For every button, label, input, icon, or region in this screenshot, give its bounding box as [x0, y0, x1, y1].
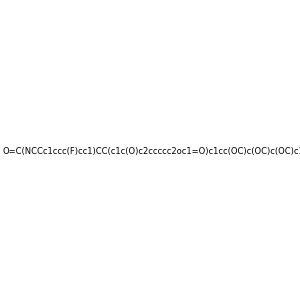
Text: O=C(NCCc1ccc(F)cc1)CC(c1c(O)c2ccccc2oc1=O)c1cc(OC)c(OC)c(OC)c1: O=C(NCCc1ccc(F)cc1)CC(c1c(O)c2ccccc2oc1=…	[3, 147, 300, 156]
